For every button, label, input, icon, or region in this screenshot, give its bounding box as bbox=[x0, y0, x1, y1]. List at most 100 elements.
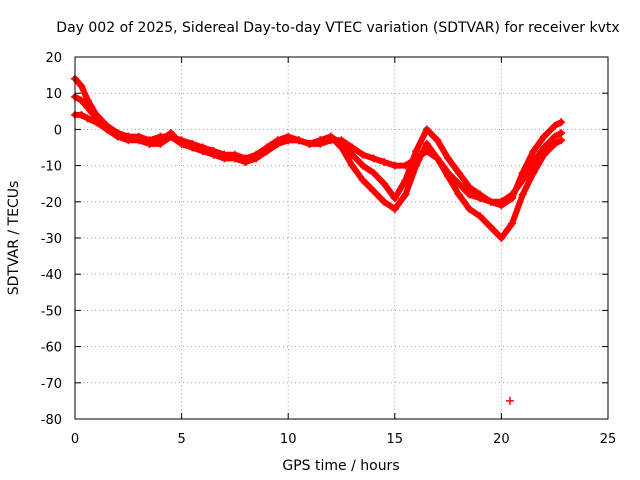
y-axis-label: SDTVAR / TECUs bbox=[6, 181, 22, 296]
y-tick-label: 20 bbox=[45, 51, 62, 66]
data-point bbox=[540, 143, 549, 152]
data-point bbox=[348, 161, 357, 170]
y-tick-label: -60 bbox=[41, 341, 62, 356]
data-point bbox=[433, 136, 442, 145]
data-point bbox=[518, 176, 527, 185]
data-point bbox=[358, 161, 367, 170]
chart-title: Day 002 of 2025, Sidereal Day-to-day VTE… bbox=[56, 20, 619, 36]
data-point bbox=[390, 205, 399, 214]
data-point bbox=[348, 150, 357, 159]
data-point bbox=[412, 154, 421, 163]
data-point bbox=[465, 190, 474, 199]
y-tick-label: -80 bbox=[41, 413, 62, 428]
y-tick-label: -10 bbox=[41, 160, 62, 175]
data-point bbox=[294, 136, 303, 145]
data-point bbox=[380, 179, 389, 188]
data-point bbox=[77, 96, 86, 105]
x-axis-label: GPS time / hours bbox=[282, 458, 399, 474]
data-point bbox=[454, 190, 463, 199]
data-point bbox=[380, 197, 389, 206]
data-point bbox=[433, 154, 442, 163]
data-point bbox=[380, 157, 389, 166]
data-point bbox=[241, 154, 250, 163]
data-point bbox=[550, 121, 559, 130]
data-point bbox=[412, 147, 421, 156]
data-point bbox=[230, 150, 239, 159]
data-point bbox=[497, 197, 506, 206]
y-tick-label: -30 bbox=[41, 232, 62, 247]
x-tick-label: 25 bbox=[600, 432, 617, 447]
data-point bbox=[337, 143, 346, 152]
data-point bbox=[465, 205, 474, 214]
axis-ticks: 20 10 0 -10 -20 -30 -40 -50 -60 -70 -80 0 5 10 15 20 25 bbox=[41, 51, 617, 447]
data-point bbox=[77, 81, 86, 90]
data-point bbox=[557, 129, 566, 138]
y-tick-label: -20 bbox=[41, 196, 62, 211]
data-point bbox=[273, 139, 282, 148]
data-point bbox=[508, 190, 517, 199]
data-point bbox=[358, 176, 367, 185]
x-tick-label: 10 bbox=[280, 432, 297, 447]
data-point bbox=[305, 139, 314, 148]
data-point bbox=[262, 147, 271, 156]
data-point bbox=[390, 194, 399, 203]
data-point bbox=[422, 147, 431, 156]
data-point bbox=[83, 114, 92, 123]
data-point bbox=[369, 154, 378, 163]
y-tick-label: -50 bbox=[41, 304, 62, 319]
data-point bbox=[284, 136, 293, 145]
data-point bbox=[326, 136, 335, 145]
y-tick-label: -70 bbox=[41, 377, 62, 392]
x-tick-label: 15 bbox=[387, 432, 404, 447]
data-point bbox=[412, 161, 421, 170]
data-point bbox=[220, 150, 229, 159]
y-tick-label: 10 bbox=[45, 87, 62, 102]
data-point bbox=[177, 139, 186, 148]
data-point bbox=[476, 194, 485, 203]
data-point bbox=[465, 183, 474, 192]
data-point bbox=[401, 161, 410, 170]
data-point bbox=[529, 157, 538, 166]
series-outlier bbox=[505, 396, 514, 405]
x-tick-label: 5 bbox=[177, 432, 185, 447]
data-point bbox=[113, 129, 122, 138]
data-point bbox=[476, 212, 485, 221]
data-point bbox=[145, 136, 154, 145]
x-tick-label: 0 bbox=[71, 432, 79, 447]
data-points bbox=[71, 74, 566, 405]
data-point bbox=[358, 150, 367, 159]
data-point bbox=[102, 125, 111, 134]
data-point bbox=[77, 110, 86, 119]
data-point bbox=[550, 139, 559, 148]
series-track-c bbox=[71, 110, 566, 206]
data-point bbox=[486, 197, 495, 206]
data-point bbox=[550, 132, 559, 141]
data-point bbox=[422, 139, 431, 148]
x-tick-label: 20 bbox=[493, 432, 510, 447]
data-point bbox=[444, 154, 453, 163]
data-point bbox=[337, 136, 346, 145]
data-point bbox=[316, 139, 325, 148]
data-point bbox=[518, 190, 527, 199]
data-point bbox=[529, 168, 538, 177]
data-point bbox=[497, 234, 506, 242]
data-point bbox=[188, 143, 197, 152]
data-point bbox=[209, 147, 218, 156]
data-point bbox=[124, 132, 133, 141]
data-point bbox=[422, 125, 431, 134]
data-point bbox=[166, 132, 175, 141]
data-point bbox=[444, 168, 453, 177]
data-point bbox=[540, 132, 549, 141]
y-tick-label: -40 bbox=[41, 268, 62, 283]
data-point bbox=[252, 150, 261, 159]
data-point bbox=[508, 219, 517, 228]
data-point bbox=[348, 143, 357, 152]
data-point bbox=[529, 147, 538, 156]
data-point bbox=[198, 147, 207, 156]
data-point bbox=[390, 161, 399, 170]
y-tick-label: 0 bbox=[54, 123, 62, 138]
data-point bbox=[454, 179, 463, 188]
data-point bbox=[401, 190, 410, 199]
data-point bbox=[557, 136, 566, 145]
